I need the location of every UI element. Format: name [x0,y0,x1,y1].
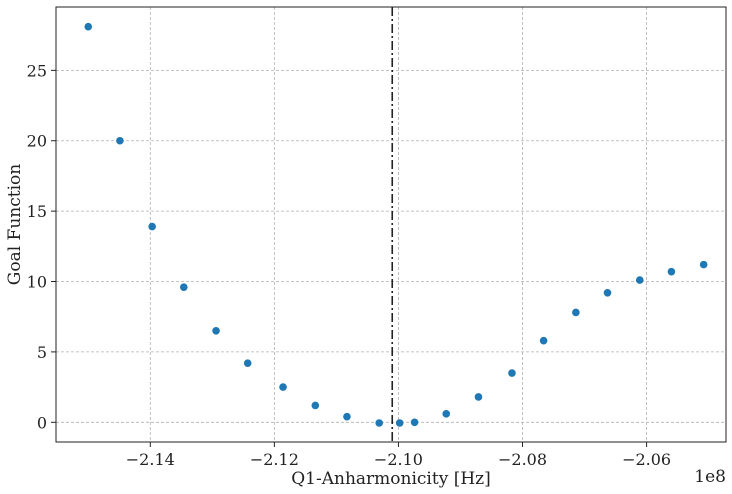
data-point [343,412,351,421]
data-point [279,383,287,391]
y-tick-label: 15 [27,202,47,221]
data-point [635,276,644,284]
data-point [572,308,580,317]
grid-lines [56,7,726,442]
data-point [179,283,188,291]
axis-ticks: −2.14 −2.12 −2.10 −2.08 −2.06 0 5 10 15 20 25 [27,61,671,469]
data-point [148,222,156,231]
x-tick-label: −2.10 [374,450,423,469]
plot-area-frame [55,6,727,443]
data-points [84,22,708,427]
x-tick-label: −2.06 [622,450,671,469]
data-point [667,267,676,276]
y-tick-label: 20 [27,132,47,151]
data-point [212,326,220,335]
data-point [410,418,419,427]
y-tick-label: 25 [27,61,47,80]
data-point [311,401,320,410]
data-point [375,419,384,427]
data-point [243,359,252,367]
data-point [395,419,404,427]
data-point [508,369,516,377]
data-point [442,410,451,418]
x-tick-label: −2.14 [126,450,175,469]
data-point [539,336,548,345]
y-tick-label: 10 [27,273,47,292]
data-point [474,393,483,401]
data-point [84,22,93,31]
data-point [116,136,124,145]
y-axis-label: Goal Function [5,164,25,286]
data-point [699,260,708,269]
y-tick-label: 0 [37,413,47,432]
x-axis-offset-label: 1e8 [694,467,726,487]
x-tick-label: −2.12 [250,450,299,469]
x-axis-label: Q1-Anharmonicity [Hz] [291,469,491,489]
x-tick-label: −2.08 [498,450,547,469]
y-tick-label: 5 [37,343,47,362]
data-point [603,288,612,297]
